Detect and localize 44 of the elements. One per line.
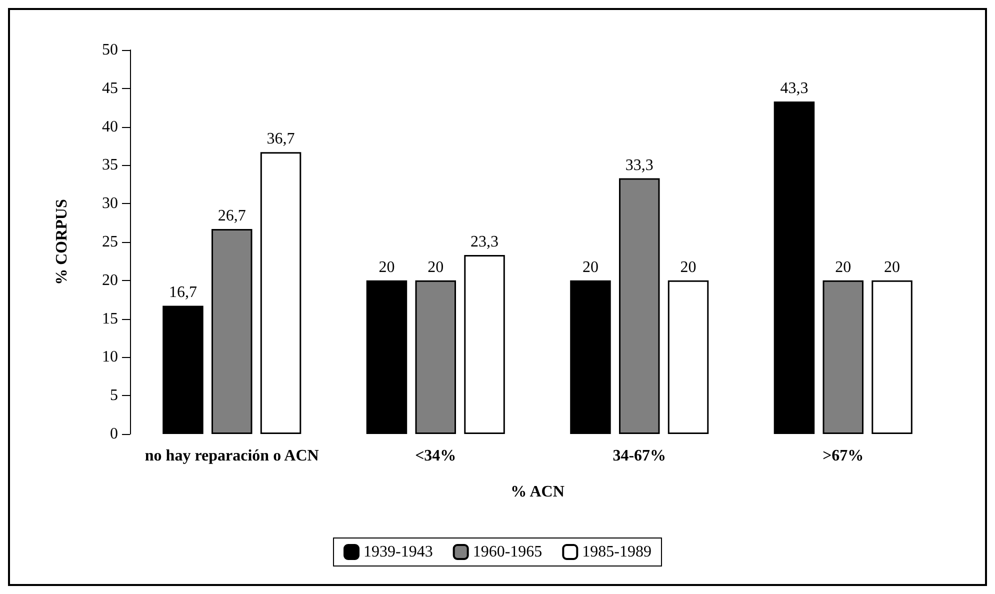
data-label: 20 bbox=[428, 258, 444, 276]
legend-label: 1985-1989 bbox=[582, 544, 652, 560]
y-tick-label: 35 bbox=[102, 156, 118, 174]
y-axis-title: % CORPUS bbox=[54, 199, 70, 285]
data-label: 26,7 bbox=[218, 207, 246, 224]
y-tick-label: 25 bbox=[102, 234, 118, 250]
bar bbox=[872, 280, 912, 434]
y-tick-label: 45 bbox=[102, 80, 118, 97]
y-tick-label: 15 bbox=[102, 310, 118, 328]
bar bbox=[260, 152, 302, 434]
data-label: 20 bbox=[884, 258, 900, 276]
data-label: 33,3 bbox=[625, 156, 654, 174]
data-label: 20 bbox=[680, 258, 696, 276]
bar bbox=[212, 228, 252, 434]
bar bbox=[415, 280, 456, 434]
data-label: 16,7 bbox=[168, 284, 197, 302]
data-label: 20 bbox=[582, 258, 598, 276]
bar bbox=[162, 306, 204, 434]
bar bbox=[464, 255, 505, 434]
x-tick-label: 34-67% bbox=[612, 448, 666, 464]
y-tick-label: 0 bbox=[110, 426, 118, 442]
data-label: 23,3 bbox=[470, 234, 499, 251]
x-tick-label: >67% bbox=[822, 448, 864, 464]
bar bbox=[570, 280, 611, 434]
y-tick-label: 50 bbox=[102, 42, 118, 58]
bar bbox=[822, 280, 864, 434]
legend-label: 1960-1965 bbox=[472, 544, 542, 560]
y-tick-label: 30 bbox=[102, 195, 118, 212]
bar bbox=[668, 280, 709, 434]
y-tick-label: 20 bbox=[102, 272, 118, 289]
bar bbox=[774, 101, 815, 434]
legend-label: 1939-1943 bbox=[364, 544, 433, 560]
y-tick-label: 5 bbox=[110, 387, 118, 404]
data-label: 43,3 bbox=[780, 80, 808, 97]
x-axis-title: % ACN bbox=[510, 484, 565, 500]
data-label: 20 bbox=[378, 258, 395, 276]
bar bbox=[366, 280, 408, 434]
y-tick-label: 10 bbox=[102, 348, 118, 366]
y-tick-label: 40 bbox=[102, 118, 118, 136]
data-label: 20 bbox=[835, 258, 852, 276]
x-tick-label: <34% bbox=[415, 448, 456, 464]
data-label: 36,7 bbox=[266, 130, 295, 148]
x-tick-label: no hay reparación o ACN bbox=[144, 448, 320, 464]
bar bbox=[619, 178, 660, 434]
